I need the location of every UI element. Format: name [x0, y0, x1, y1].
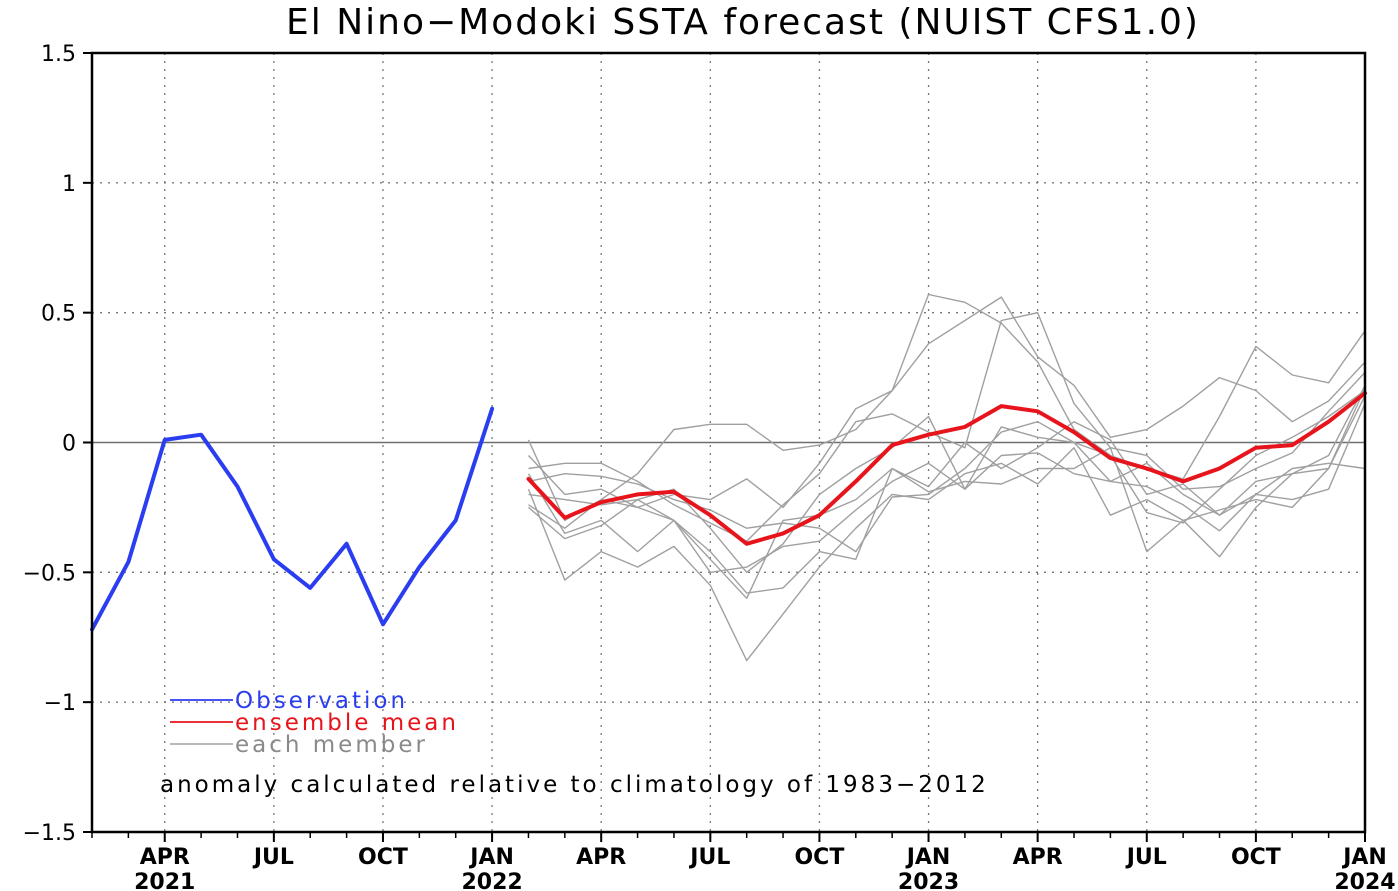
y-tick-label: −1.5 [23, 821, 76, 846]
y-tick-label: 0 [62, 432, 76, 457]
legend-label: ensemble mean [235, 710, 459, 736]
x-tick-month-label: OCT [358, 845, 408, 870]
y-tick-label: −1 [44, 691, 76, 716]
x-tick-month-label: JAN [1341, 845, 1387, 870]
y-tick-label: 0.5 [41, 302, 76, 327]
member-line [528, 312, 1366, 542]
x-tick-month-label: APR [140, 845, 190, 870]
x-tick-year-label: 2024 [1334, 870, 1395, 891]
member-line [528, 403, 1366, 573]
y-axis: 1.5 1 0.5 0 −0.5 −1 −1.5 [23, 42, 92, 846]
observation-line [90, 406, 495, 632]
y-tick-label: 1.5 [41, 42, 76, 67]
x-tick-month-label: JUL [1125, 845, 1167, 870]
x-tick-month-label: JUL [252, 845, 294, 870]
x-tick-month-label: OCT [794, 845, 844, 870]
chart-title: El Nino−Modoki SSTA forecast (NUIST CFS1… [286, 2, 1200, 43]
ensemble-mean-line [526, 391, 1367, 546]
member-line [527, 293, 1366, 522]
member-line [527, 387, 1366, 662]
series-lines [90, 391, 1367, 632]
member-lines [527, 293, 1366, 662]
x-tick-month-label: APR [576, 845, 626, 870]
legend-label: Observation [235, 688, 408, 714]
x-tick-year-label: 2021 [134, 870, 195, 891]
x-tick-month-label: JUL [688, 845, 730, 870]
x-tick-year-label: 2023 [898, 870, 959, 891]
legend-label: each member [235, 732, 428, 758]
x-tick-month-label: OCT [1231, 845, 1281, 870]
x-tick-month-label: APR [1013, 845, 1063, 870]
y-tick-label: 1 [62, 172, 76, 197]
member-line [528, 390, 1366, 553]
member-line [527, 385, 1366, 594]
climatology-note: anomaly calculated relative to climatolo… [160, 772, 989, 798]
x-tick-month-label: JAN [468, 845, 514, 870]
x-tick-month-label: JAN [905, 845, 951, 870]
x-tick-year-label: 2022 [461, 870, 522, 891]
y-tick-label: −0.5 [23, 561, 76, 586]
